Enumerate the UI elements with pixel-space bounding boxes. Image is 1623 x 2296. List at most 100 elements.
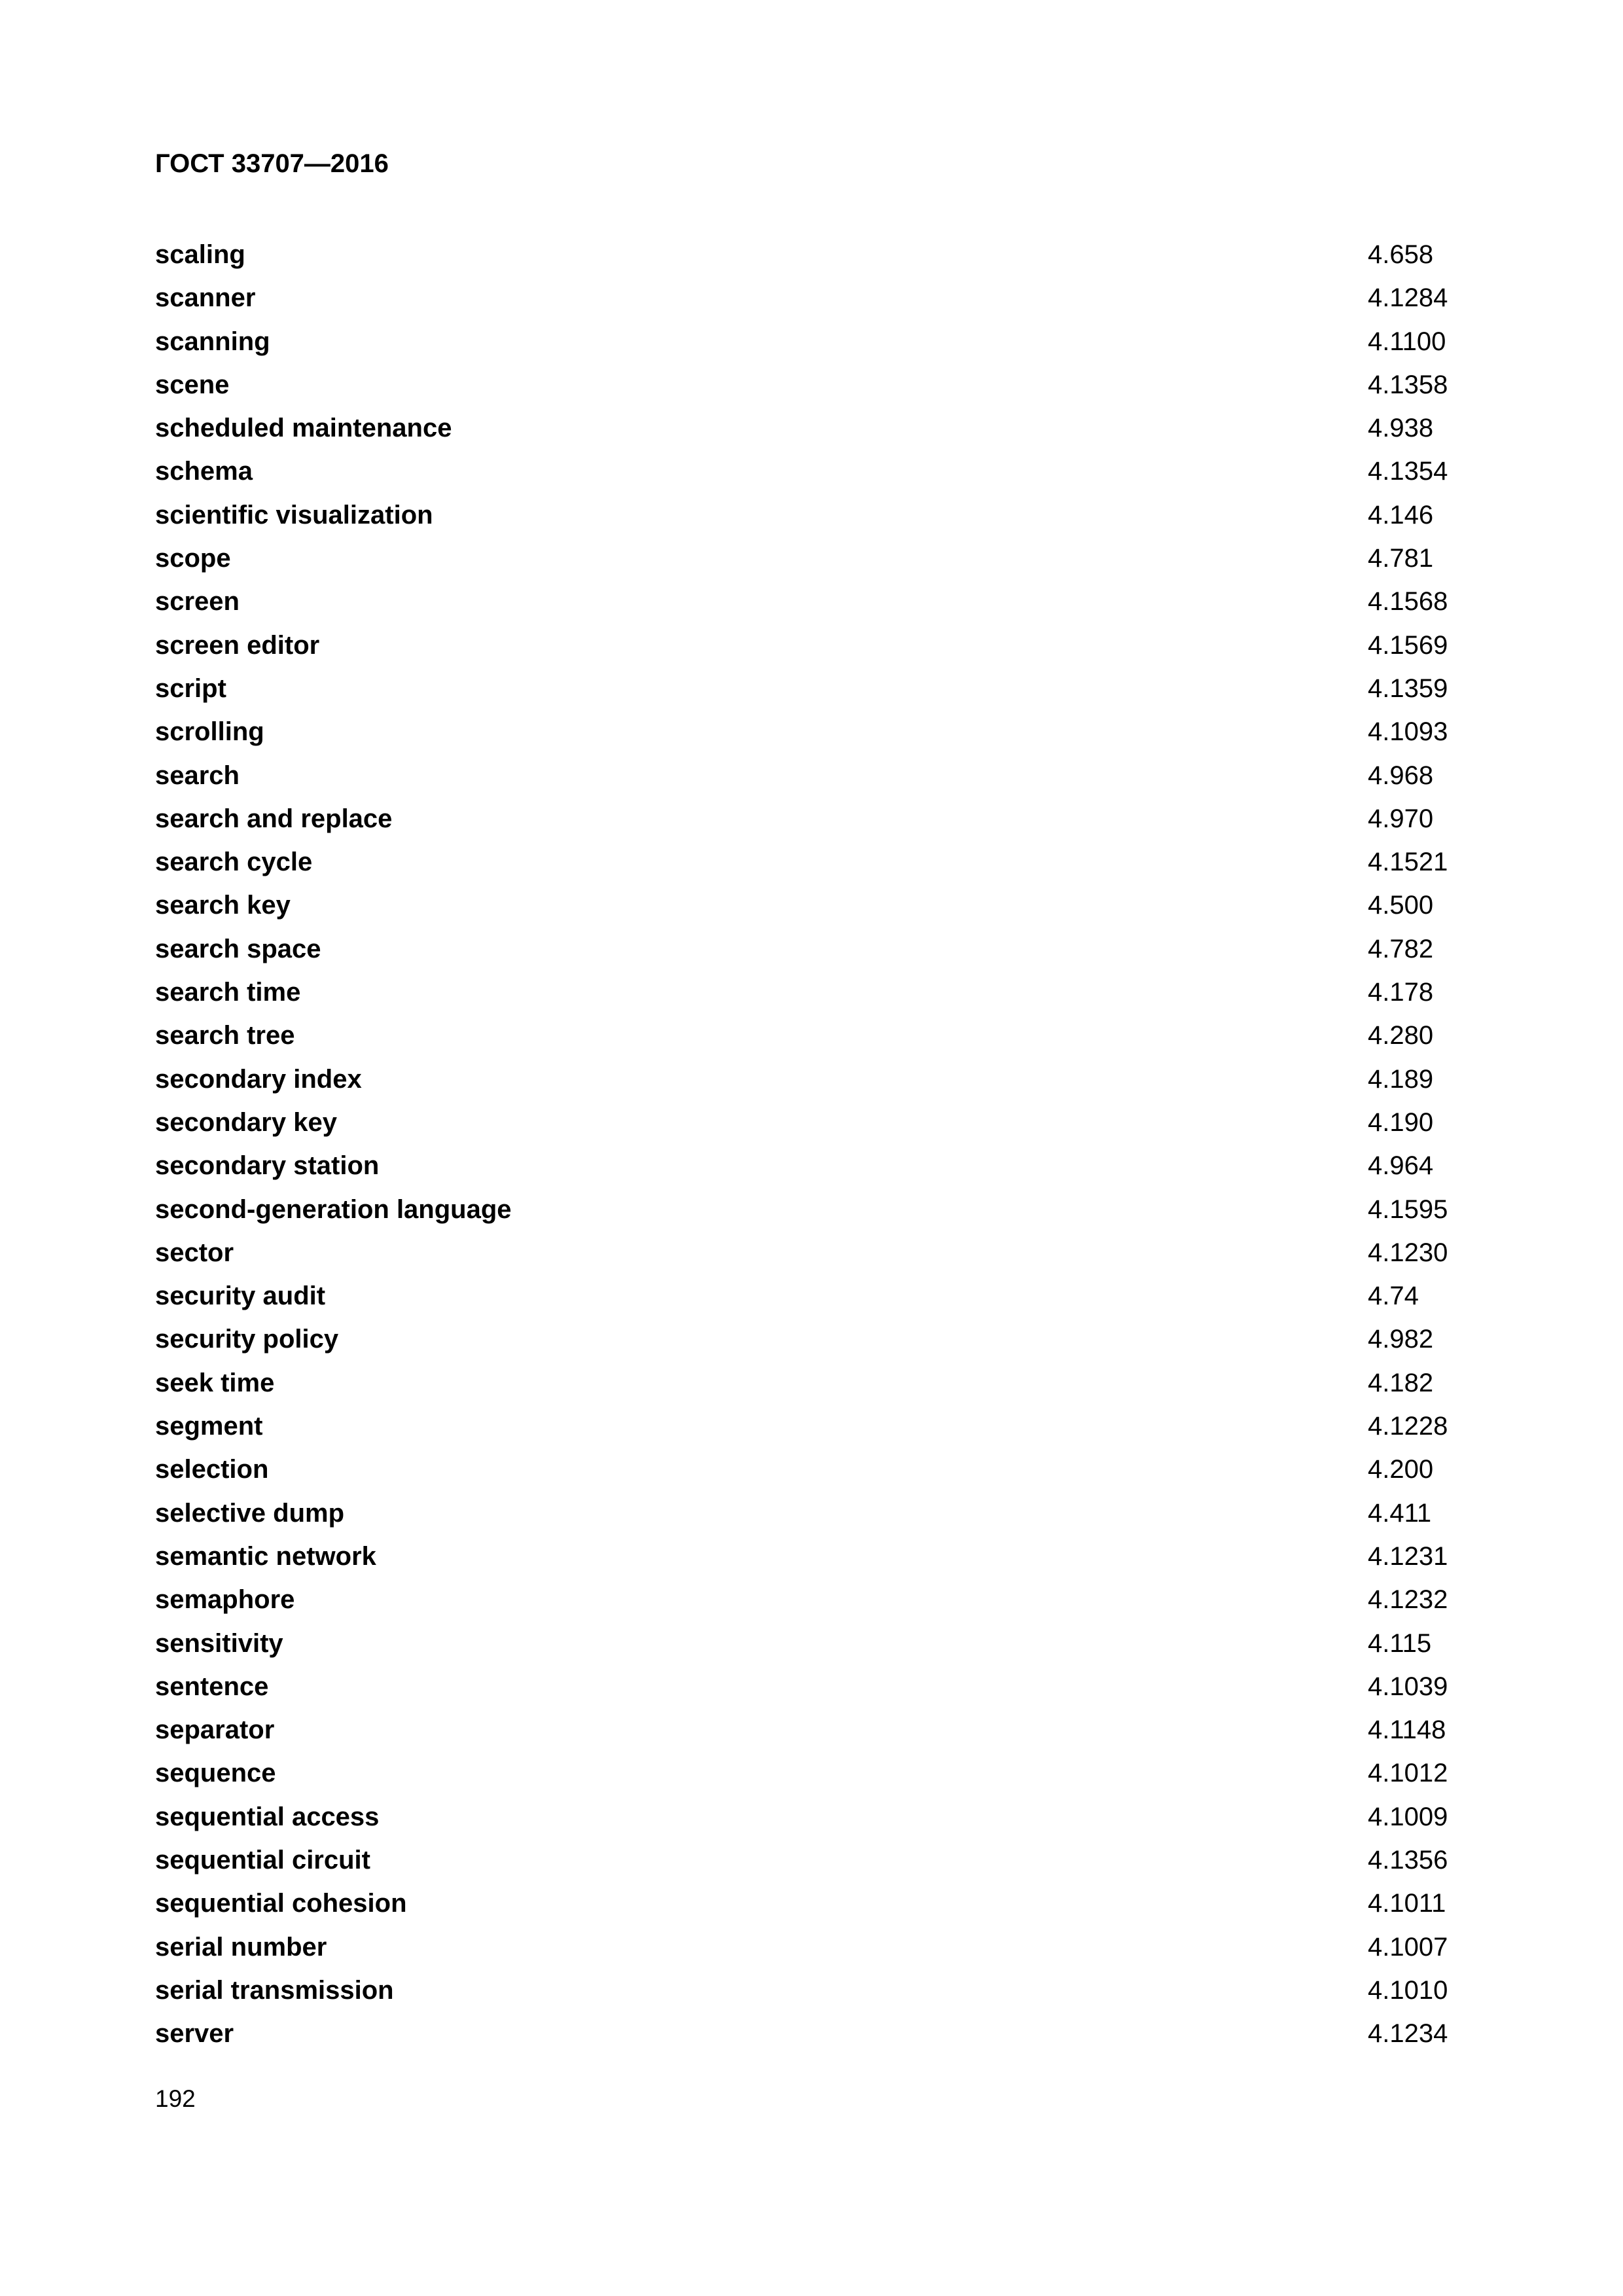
entry-reference: 4.189	[1368, 1064, 1434, 1094]
entry-reference: 4.1284	[1368, 283, 1448, 313]
index-entry: search cycle 4.1521	[155, 846, 1529, 889]
entry-reference: 4.1359	[1368, 673, 1448, 703]
index-entry: search and replace 4.970	[155, 803, 1529, 846]
entry-term: scrolling	[155, 717, 264, 747]
entry-reference: 4.74	[1368, 1282, 1419, 1311]
index-entry: screen editor 4.1569	[155, 630, 1529, 673]
entry-reference: 4.938	[1368, 414, 1434, 443]
entry-reference: 4.968	[1368, 761, 1434, 790]
entry-term: second-generation language	[155, 1194, 512, 1224]
index-entry: schema 4.1354	[155, 456, 1529, 499]
entry-term: sequence	[155, 1759, 276, 1788]
entry-reference: 4.1009	[1368, 1802, 1448, 1831]
entry-term: semaphore	[155, 1585, 295, 1615]
entry-term: scaling	[155, 240, 245, 269]
entry-reference: 4.1521	[1368, 848, 1448, 877]
entry-term: sequential cohesion	[155, 1889, 407, 1918]
index-entry: scrolling 4.1093	[155, 716, 1529, 759]
index-entry: sentence 4.1039	[155, 1671, 1529, 1714]
index-entry: sector 4.1230	[155, 1237, 1529, 1280]
entry-reference: 4.1012	[1368, 1759, 1448, 1788]
entry-term: server	[155, 2019, 234, 2049]
entry-term: sequential access	[155, 1802, 380, 1831]
document-header: ГОСТ 33707—2016	[155, 149, 389, 178]
entry-term: search tree	[155, 1021, 295, 1050]
entry-reference: 4.1039	[1368, 1672, 1448, 1701]
entry-term: search time	[155, 978, 301, 1007]
index-entry: seek time 4.182	[155, 1367, 1529, 1410]
entry-reference: 4.1230	[1368, 1238, 1448, 1267]
entry-reference: 4.964	[1368, 1151, 1434, 1181]
index-entry: scanner 4.1284	[155, 282, 1529, 325]
entry-reference: 4.500	[1368, 891, 1434, 920]
index-entry: scanning 4.1100	[155, 326, 1529, 369]
index-entry: scene 4.1358	[155, 369, 1529, 412]
entry-reference: 4.982	[1368, 1325, 1434, 1354]
entry-term: scope	[155, 544, 231, 573]
entry-reference: 4.1228	[1368, 1412, 1448, 1441]
entry-reference: 4.1354	[1368, 457, 1448, 486]
index-entry: sequential circuit 4.1356	[155, 1844, 1529, 1888]
index-entry: serial number 4.1007	[155, 1931, 1529, 1975]
entry-term: serial transmission	[155, 1975, 394, 2005]
entry-term: screen editor	[155, 630, 320, 660]
entry-term: sentence	[155, 1672, 269, 1701]
entry-term: sensitivity	[155, 1628, 283, 1658]
entry-term: secondary key	[155, 1107, 337, 1137]
entry-reference: 4.1010	[1368, 1975, 1448, 2005]
entry-term: screen	[155, 587, 240, 617]
index-entry: security audit 4.74	[155, 1280, 1529, 1323]
entry-reference: 4.1568	[1368, 587, 1448, 617]
index-entry: search tree 4.280	[155, 1020, 1529, 1063]
entry-reference: 4.1011	[1368, 1889, 1446, 1918]
entry-term: secondary index	[155, 1064, 362, 1094]
entry-term: segment	[155, 1412, 263, 1441]
entry-term: semantic network	[155, 1541, 376, 1571]
index-entry: secondary index 4.189	[155, 1064, 1529, 1107]
entry-term: search and replace	[155, 804, 393, 833]
entry-term: scanning	[155, 327, 270, 356]
index-entry: second-generation language 4.1595	[155, 1194, 1529, 1237]
entry-reference: 4.1358	[1368, 370, 1448, 399]
entry-term: scheduled maintenance	[155, 414, 452, 443]
entry-term: serial number	[155, 1932, 327, 1962]
index-entry: sequential cohesion 4.1011	[155, 1888, 1529, 1931]
entry-term: selection	[155, 1455, 269, 1484]
entry-term: sequential circuit	[155, 1845, 370, 1874]
index-entry: scheduled maintenance 4.938	[155, 412, 1529, 456]
entry-reference: 4.1231	[1368, 1541, 1448, 1571]
index-entry: scaling 4.658	[155, 239, 1529, 282]
entry-term: script	[155, 673, 226, 703]
entry-reference: 4.1093	[1368, 717, 1448, 747]
entry-reference: 4.970	[1368, 804, 1434, 833]
index-entry: semantic network 4.1231	[155, 1541, 1529, 1584]
entry-reference: 4.1148	[1368, 1715, 1446, 1745]
entry-term: scene	[155, 370, 230, 399]
entry-reference: 4.178	[1368, 978, 1434, 1007]
entry-term: search	[155, 761, 240, 790]
entry-reference: 4.1234	[1368, 2019, 1448, 2049]
index-entry: server 4.1234	[155, 2018, 1529, 2061]
page-number: 192	[155, 2085, 196, 2112]
entry-term: search space	[155, 934, 321, 963]
entry-term: search key	[155, 891, 291, 920]
entry-reference: 4.1595	[1368, 1194, 1448, 1224]
entry-term: sector	[155, 1238, 234, 1267]
index-entry: scope 4.781	[155, 543, 1529, 586]
entry-reference: 4.146	[1368, 500, 1434, 529]
entry-reference: 4.280	[1368, 1021, 1434, 1050]
index-entry: sequence 4.1012	[155, 1757, 1529, 1801]
entry-term: scientific visualization	[155, 500, 433, 529]
index-entry: selection 4.200	[155, 1454, 1529, 1497]
entry-reference: 4.115	[1368, 1628, 1432, 1658]
entry-reference: 4.658	[1368, 240, 1434, 269]
entry-reference: 4.411	[1368, 1498, 1432, 1528]
entry-term: separator	[155, 1715, 275, 1745]
index-entry: selective dump 4.411	[155, 1498, 1529, 1541]
index-entry: security policy 4.982	[155, 1323, 1529, 1367]
index-entry: secondary station 4.964	[155, 1150, 1529, 1193]
entry-reference: 4.1232	[1368, 1585, 1448, 1615]
entry-reference: 4.1100	[1368, 327, 1446, 356]
index-entry: serial transmission 4.1010	[155, 1975, 1529, 2018]
index-entry: secondary key 4.190	[155, 1107, 1529, 1150]
